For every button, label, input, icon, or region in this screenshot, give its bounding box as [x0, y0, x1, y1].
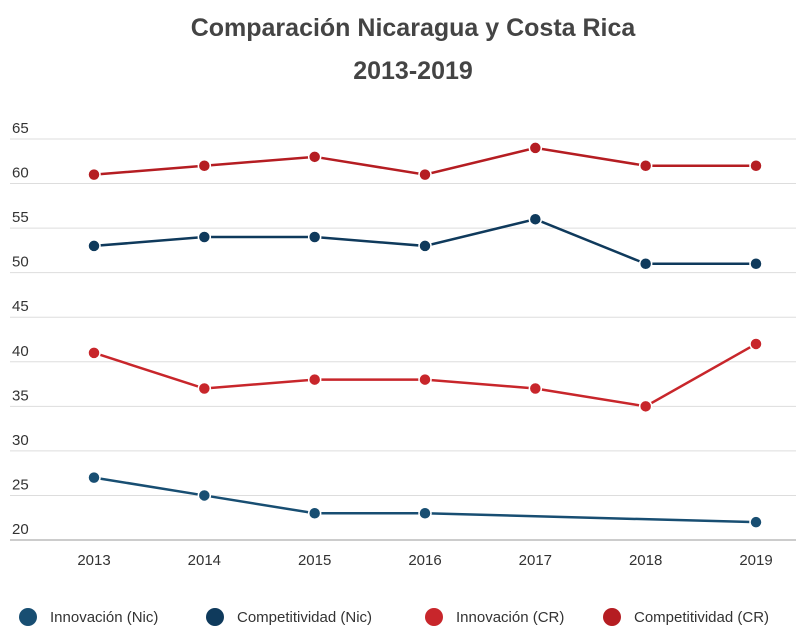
y-tick-label: 25 [12, 476, 29, 493]
point [307, 506, 322, 521]
legend-label: Competitividad (CR) [634, 609, 769, 626]
legend-swatch [425, 608, 443, 626]
legend-label: Competitividad (Nic) [237, 609, 372, 626]
legend-swatch [206, 608, 224, 626]
y-tick-label: 20 [12, 521, 29, 538]
y-tick-label: 55 [12, 209, 29, 226]
x-tick-label: 2017 [519, 552, 552, 569]
point [418, 239, 432, 253]
point [418, 506, 432, 521]
point [197, 158, 212, 173]
x-tick-label: 2013 [77, 552, 110, 569]
x-tick-label: 2015 [298, 552, 331, 569]
x-tick-label: 2016 [408, 552, 441, 569]
chart-subtitle: 2013-2019 [353, 57, 473, 85]
legend-swatch [19, 608, 37, 626]
point [87, 167, 101, 182]
point [307, 372, 322, 387]
point [87, 470, 101, 485]
chart-title: Comparación Nicaragua y Costa Rica [191, 14, 637, 42]
point [307, 150, 322, 164]
point [638, 257, 653, 271]
point [638, 158, 653, 173]
point [197, 488, 212, 503]
legend-swatch [603, 608, 621, 626]
point [638, 399, 653, 414]
y-tick-label: 65 [12, 120, 29, 137]
x-tick-label: 2014 [188, 552, 221, 569]
y-tick-label: 60 [12, 165, 29, 182]
point [197, 230, 212, 244]
point [749, 515, 763, 529]
y-tick-label: 35 [12, 387, 29, 404]
point [418, 167, 432, 182]
y-tick-label: 50 [12, 254, 29, 271]
y-tick-label: 40 [12, 343, 29, 360]
x-tick-label: 2019 [739, 552, 772, 569]
x-tick-label: 2018 [629, 552, 662, 569]
point [307, 230, 322, 244]
point [749, 158, 763, 173]
y-tick-label: 45 [12, 298, 29, 315]
y-tick-label: 30 [12, 432, 29, 449]
point [749, 257, 763, 271]
point [87, 346, 101, 360]
point [418, 372, 432, 387]
point [87, 239, 101, 253]
legend-label: Innovación (CR) [456, 609, 564, 626]
point [749, 337, 763, 351]
point [528, 381, 543, 396]
point [528, 141, 543, 155]
point [197, 381, 212, 396]
point [528, 212, 543, 226]
legend-label: Innovación (Nic) [50, 609, 158, 626]
